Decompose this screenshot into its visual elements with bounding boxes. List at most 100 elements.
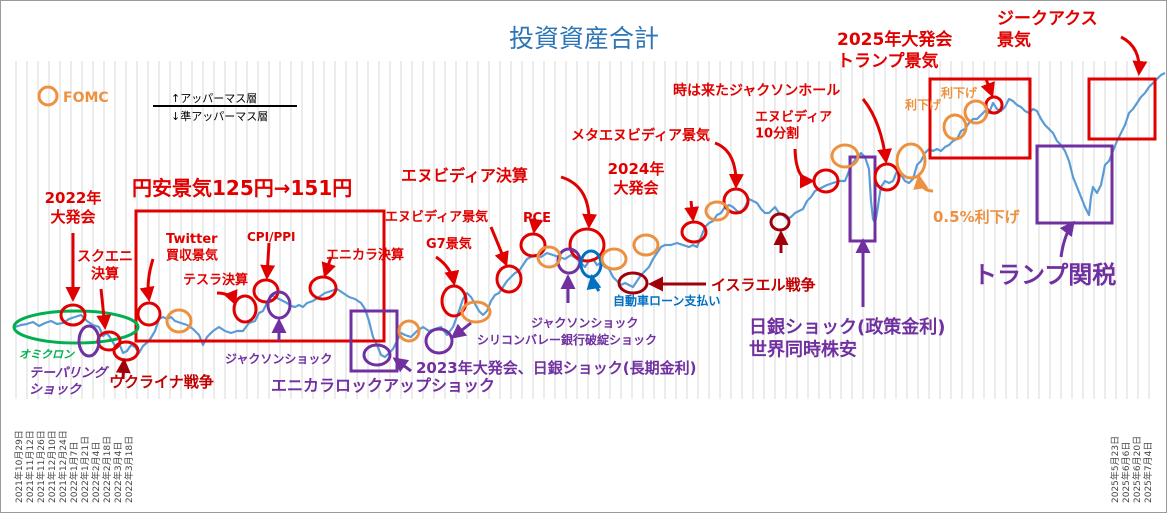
yen-weak-box — [134, 209, 386, 343]
label-big2023: 2023年大発会、日銀ショック(長期金利) — [416, 359, 696, 377]
label-squareenix: スクエニ決算 — [77, 249, 133, 283]
x-tick-first-6: 2022年1月21日 — [79, 436, 91, 503]
israel-circle — [617, 271, 649, 295]
x-tick-first-10: 2022年3月18日 — [123, 436, 135, 503]
tesla-circle — [232, 294, 258, 324]
label-big2024: 2024年大発会 — [608, 160, 665, 197]
big2023-circle — [424, 327, 454, 355]
label-jackson1: ジャクソンショック — [225, 352, 332, 366]
fomc-circle-11 — [963, 99, 989, 125]
arrow-zeekax — [1120, 35, 1148, 76]
lockup-circle — [362, 343, 392, 367]
arrow-ukraine — [115, 358, 131, 380]
fomc-circle-1 — [165, 308, 193, 334]
arrow-cut05 — [913, 174, 934, 193]
arrow-tariff — [1059, 220, 1075, 258]
label-rate-cut1: 利下げ — [905, 97, 942, 112]
label-israel: イスラエル戦争 — [711, 276, 816, 294]
label-tariff: トランプ関税 — [973, 261, 1116, 289]
label-nvidia-boom: エヌビディア景気 — [385, 209, 488, 225]
x-tick-last-3: 2025年7月4日 — [1142, 442, 1154, 503]
arrow-nvidia-earnings — [560, 175, 598, 229]
label-big2022: 2022年大発会 — [45, 189, 102, 226]
label-auto-loan: 自動車ローン支払い — [613, 293, 720, 308]
fomc-circle-4 — [536, 245, 562, 269]
arrow-g7 — [435, 255, 460, 286]
meta-nvidia-circle — [722, 187, 750, 215]
arrow-squareenix — [96, 288, 112, 330]
fomc-circle-10 — [942, 113, 968, 141]
x-tick-first-1: 2021年11月12日 — [24, 430, 36, 503]
nvidia-earnings-circle — [568, 227, 606, 263]
label-meta-nvidia: メタエヌビディア景気 — [571, 127, 710, 144]
label-yen-weak: 円安景気125円→151円 — [132, 176, 352, 200]
fomc-circle-8 — [830, 143, 860, 169]
x-tick-first-7: 2022年2月4日 — [90, 442, 102, 503]
big2024-circle — [680, 220, 708, 244]
label-tapering: テーパリングショック — [29, 365, 110, 397]
label-big2025: 2025年大発会トランプ景気 — [837, 29, 952, 71]
x-tick-first-9: 2022年3月4日 — [112, 442, 124, 503]
label-nvidia-split: エヌビディア 10分割 — [755, 109, 832, 141]
x-tick-first-4: 2021年12月24日 — [57, 430, 69, 503]
label-enikara-lockup: エニカラロックアップショック — [271, 376, 495, 395]
arrow-cpi — [260, 242, 276, 280]
arrow-svb — [450, 321, 472, 339]
label-jackson2: ジャクソンショック — [531, 316, 638, 330]
arrow-pce — [528, 217, 544, 234]
arrow-tesla — [216, 289, 238, 306]
label-rate-cut2: 利下げ — [941, 85, 978, 100]
label-cut05: 0.5%利下げ — [933, 208, 1021, 226]
jackson-time-circle — [873, 162, 901, 192]
x-tick-last-0: 2025年5月23日 — [1109, 436, 1121, 503]
fomc-circle-5 — [600, 247, 628, 271]
fomc-legend-marker — [37, 85, 59, 107]
label-svb: シリコンバレー銀行破綻ショック — [477, 332, 657, 347]
omicron-ellipse — [12, 309, 140, 345]
label-omicron: オミクロン — [19, 348, 75, 361]
fomc-legend-label: FOMC — [63, 90, 109, 106]
enikara-circle — [308, 275, 338, 301]
arrow-big2024 — [684, 200, 700, 222]
fomc-circle-7 — [704, 200, 730, 222]
arrow-jackson-time — [861, 98, 892, 164]
fomc-circle-6 — [632, 233, 660, 257]
arrow-meta-nvidia — [714, 141, 744, 189]
series-line — [14, 72, 1166, 359]
label-cpi: CPI/PPI — [247, 230, 296, 244]
x-tick-first-8: 2022年2月18日 — [101, 436, 113, 503]
label-zeekax: ジークアクス景気 — [997, 9, 1098, 50]
label-pce: PCE — [523, 211, 551, 226]
arrow-nvidia-split — [793, 148, 815, 189]
lower-class-label: ↓準アッパーマス層 — [171, 109, 268, 123]
arrow-nvidia-boom — [489, 226, 509, 267]
label-enikara: エニカラ決算 — [326, 247, 404, 263]
x-tick-first-0: 2021年10月29日 — [13, 430, 25, 503]
fomc-circle-3 — [460, 300, 492, 324]
x-tick-last-2: 2025年6月20日 — [1131, 436, 1143, 503]
label-nvidia-earnings: エヌビディア決算 — [401, 166, 528, 185]
g7-circle — [440, 284, 468, 318]
trump-boom-box — [928, 77, 1032, 160]
chart-title: 投資資産合計 — [509, 24, 659, 53]
twitter-circle — [136, 301, 162, 327]
x-tick-first-5: 2022年1月7日 — [68, 442, 80, 503]
fomc-circle-9 — [895, 142, 927, 180]
label-g7: G7景気 — [426, 236, 472, 252]
nvidia-boom-circle — [495, 264, 523, 294]
upper-class-label: ↑アッパーマス層 — [171, 92, 257, 105]
x-tick-first-3: 2021年12月10日 — [46, 430, 58, 503]
arrow-enikara — [321, 256, 336, 278]
x-tick-first-2: 2021年11月26日 — [35, 430, 47, 503]
fomc-circle-2 — [397, 319, 421, 343]
label-twitter: Twitter 買収景気 — [166, 232, 218, 263]
arrow-big2023 — [392, 357, 412, 373]
arrow-auto-loan — [586, 274, 602, 292]
label-jackson-time: 時は来たジャクソンホール — [673, 82, 840, 99]
label-ukraine: ウクライナ戦争 — [109, 373, 214, 391]
tapering-circle — [77, 324, 101, 358]
nvidia-split-circle — [812, 168, 840, 194]
x-tick-last-1: 2025年6月6日 — [1120, 442, 1132, 503]
